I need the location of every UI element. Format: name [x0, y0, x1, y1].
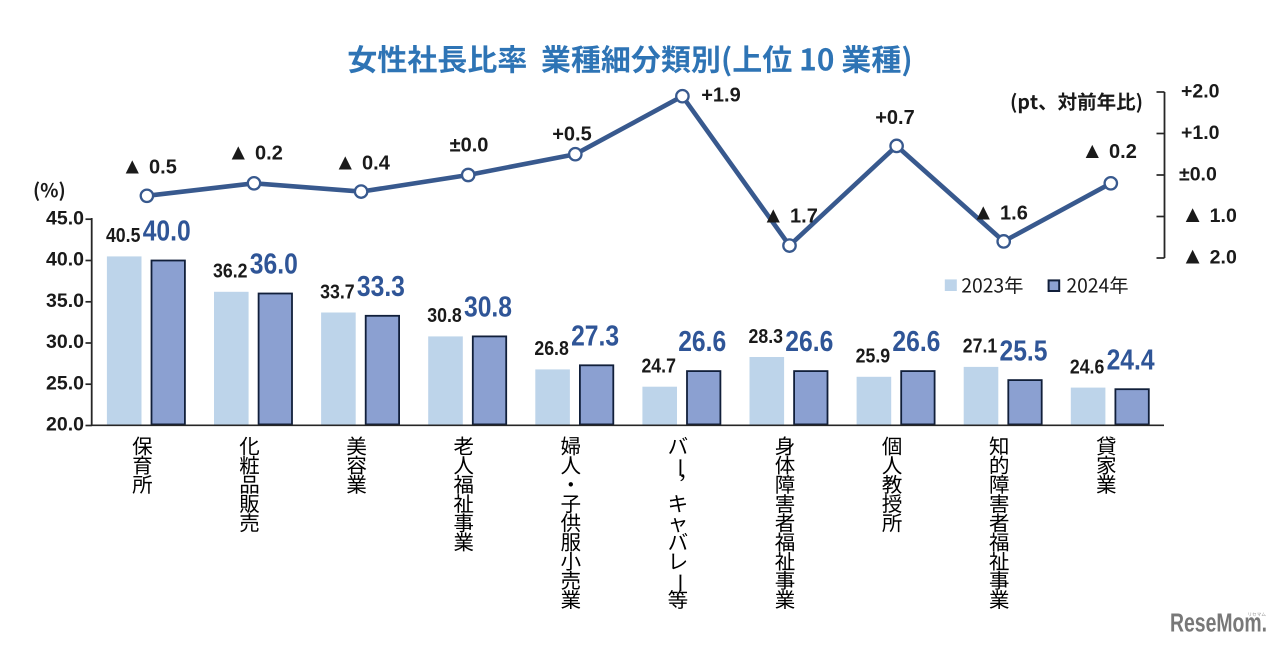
svg-text:30.8: 30.8 — [464, 292, 512, 324]
svg-text:27.1: 27.1 — [963, 336, 998, 358]
svg-text:36.2: 36.2 — [213, 261, 248, 283]
svg-text:30.8: 30.8 — [427, 305, 462, 327]
svg-text:24.4: 24.4 — [1107, 344, 1155, 376]
svg-text:25.5: 25.5 — [1000, 335, 1048, 367]
svg-text:33.7: 33.7 — [320, 281, 355, 303]
svg-text:+0.5: +0.5 — [552, 123, 591, 145]
svg-text:24.6: 24.6 — [1070, 356, 1105, 378]
svg-text:33.3: 33.3 — [357, 271, 405, 303]
svg-text:24.7: 24.7 — [641, 356, 676, 378]
svg-text:▲ 1.6: ▲ 1.6 — [972, 199, 1028, 224]
svg-text:30.0: 30.0 — [46, 331, 84, 353]
svg-text:45.0: 45.0 — [46, 207, 84, 229]
svg-text:▲ 0.2: ▲ 0.2 — [227, 139, 283, 164]
svg-text:+0.7: +0.7 — [875, 107, 914, 129]
svg-text:25.0: 25.0 — [46, 372, 84, 394]
svg-text:40.0: 40.0 — [143, 216, 191, 248]
svg-text:40.5: 40.5 — [106, 225, 141, 247]
svg-text:26.6: 26.6 — [892, 326, 940, 358]
svg-text:▲ 1.0: ▲ 1.0 — [1181, 201, 1237, 227]
svg-text:▲ 1.7: ▲ 1.7 — [762, 202, 818, 227]
svg-text:▲ 0.4: ▲ 0.4 — [334, 149, 391, 174]
svg-text:▲ 2.0: ▲ 2.0 — [1181, 243, 1237, 269]
svg-text:±0.0: ±0.0 — [450, 134, 489, 156]
svg-text:20.0: 20.0 — [46, 414, 84, 436]
svg-text:40.0: 40.0 — [46, 249, 84, 271]
svg-text:+1.9: +1.9 — [701, 84, 740, 106]
svg-text:+2.0: +2.0 — [1181, 81, 1220, 103]
svg-text:26.6: 26.6 — [785, 326, 833, 358]
svg-text:28.3: 28.3 — [749, 326, 784, 348]
svg-text:27.3: 27.3 — [571, 321, 619, 353]
svg-text:▲ 0.2: ▲ 0.2 — [1081, 138, 1137, 163]
svg-text:+1.0: +1.0 — [1181, 122, 1220, 144]
svg-text:26.8: 26.8 — [534, 338, 569, 360]
svg-text:35.0: 35.0 — [46, 290, 84, 312]
svg-text:26.6: 26.6 — [678, 326, 726, 358]
svg-text:▲ 0.5: ▲ 0.5 — [121, 153, 177, 178]
svg-text:ReseMom.: ReseMom. — [1170, 610, 1267, 638]
svg-text:±0.0: ±0.0 — [1179, 164, 1217, 186]
svg-text:25.9: 25.9 — [856, 346, 891, 368]
svg-text:36.0: 36.0 — [250, 249, 298, 281]
